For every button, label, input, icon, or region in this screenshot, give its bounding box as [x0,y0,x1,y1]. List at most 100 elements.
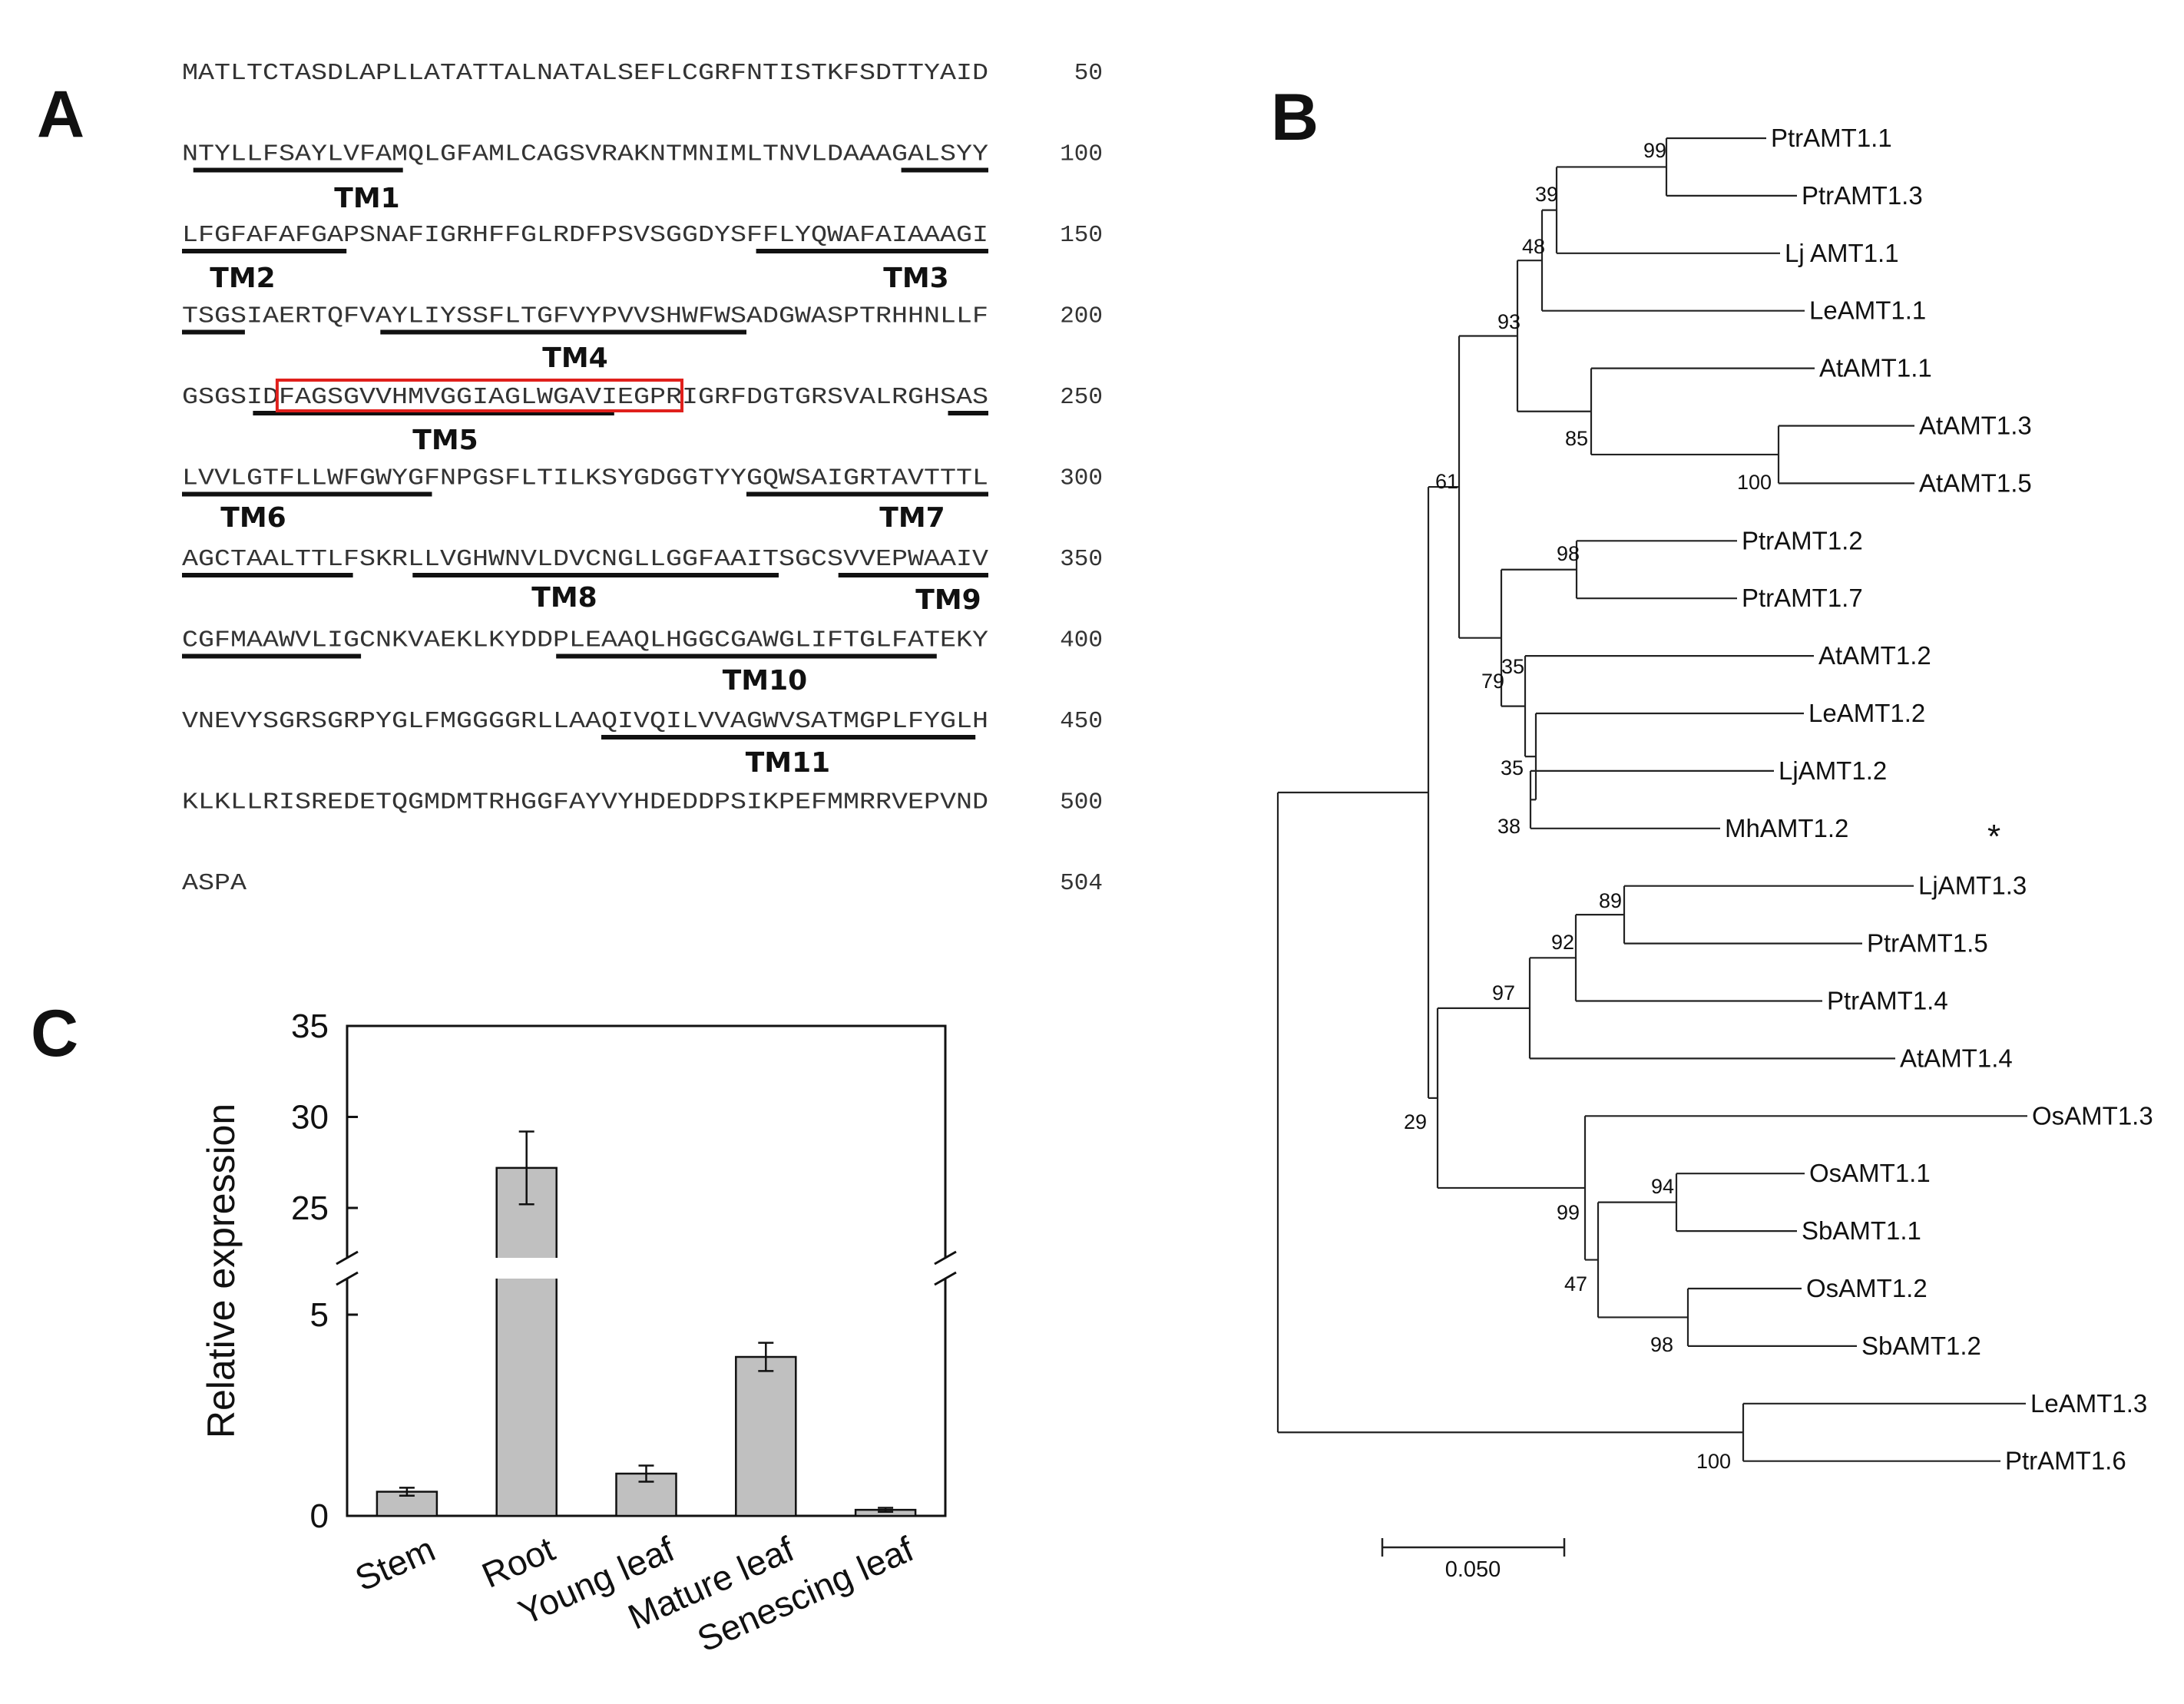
sequence-row: GSGSIDFAGSGVVHMVGGIAGLWGAVIEGPRIGRFDGTGR… [182,384,988,411]
plot-frame [346,1024,947,1517]
bootstrap-value: 89 [1599,889,1622,912]
tm-underline [756,249,988,253]
bar-root [495,1166,558,1517]
axis-break-mark [934,1271,957,1286]
tm-label: TM2 [210,263,275,294]
scale-bar-label: 0.050 [1445,1557,1501,1582]
sequence-position: 50 [1074,60,1103,87]
tree-leaf-label: AtAMT1.2 [1818,641,1931,670]
tm-underline [182,491,432,497]
sequence-panel: MATLTCTASDLAPLLATATTALNATALSEFLCGRFNTIST… [182,60,1103,897]
tm-underline [182,653,362,659]
tm-label: TM1 [334,183,399,214]
tree-leaf-label: LeAMT1.1 [1809,296,1926,325]
tm-label: TM5 [412,425,478,456]
tree-leaf-label: PtrAMT1.2 [1742,526,1863,554]
tm-underline [182,249,347,253]
tree-leaf-label: AtAMT1.3 [1919,412,2032,440]
tree-leaf-label: AtAMT1.1 [1819,354,1932,382]
tm-label: TM6 [220,502,286,534]
bootstrap-value: 35 [1501,655,1524,678]
bootstrap-value: 29 [1404,1110,1427,1133]
panel-label-b: B [1271,81,1319,154]
sequence-row: MATLTCTASDLAPLLATATTALNATALSEFLCGRFNTIST… [182,60,988,87]
sequence-position: 400 [1060,627,1103,654]
tm-label: TM9 [915,584,981,616]
sequence-row: AGCTAALTTLFSKRLLVGHWNVLDVCNGLLGGFAAITSGC… [182,546,988,573]
y-tick-label: 25 [291,1189,329,1227]
sequence-row: NTYLLFSAYLVFAMQLGFAMLCAGSVRAKNTMNIMLTNVL… [182,141,988,168]
sequence-position: 150 [1060,222,1103,249]
tree-leaf-label: OsAMT1.1 [1809,1159,1931,1187]
y-tick-label: 0 [310,1497,329,1535]
tree-leaf-label: Lj AMT1.1 [1785,239,1899,267]
tree-leaf-label: PtrAMT1.6 [2005,1447,2126,1475]
y-axis-label: Relative expression [200,1103,243,1438]
sequence-position: 200 [1060,303,1103,330]
tree-leaf-label: PtrAMT1.3 [1802,181,1923,210]
tm-underline [253,411,614,415]
bootstrap-value: 61 [1435,470,1458,493]
tm-underline [838,573,988,577]
tm-underline [948,411,988,415]
tm-label: TM10 [723,665,807,696]
sequence-row: LVVLGTFLLWFGWYGFNPGSFLTILKSYGDGGTYYGQWSA… [182,465,988,492]
tm-underline [182,573,353,577]
bootstrap-value: 93 [1497,310,1521,333]
tm-label: TM7 [879,502,945,534]
axis-break-mark [934,1250,957,1266]
axis-break-gap [939,1258,951,1279]
tree-leaf-label: SbAMT1.2 [1861,1332,1981,1360]
bootstrap-value: 38 [1497,815,1521,838]
tree-leaf-label: PtrAMT1.7 [1742,584,1863,612]
tree-leaf-label: OsAMT1.3 [2032,1101,2153,1130]
sequence-row: CGFMAAWVLIGCNKVAEKLKYDDPLEAAQLHGGCGAWGLI… [182,627,988,654]
tree-leaf-label: MhAMT1.2 [1725,814,1848,842]
bootstrap-value: 99 [1557,1201,1580,1224]
bootstrap-value: 47 [1564,1272,1587,1295]
tree-leaf-label: LeAMT1.3 [2030,1389,2147,1418]
bar-break-gap [494,1258,559,1279]
y-tick-label: 30 [291,1099,329,1137]
tree-leaf-label: PtrAMT1.1 [1771,124,1892,152]
tm-underline [556,653,937,659]
tm-label: TM3 [883,263,948,294]
sequence-row: LFGFAFAFGAPSNAFIGRHFFGLRDFPSVSGGDYSFFLYQ… [182,222,988,249]
bootstrap-value: 98 [1557,542,1580,565]
bootstrap-value: 79 [1481,670,1504,693]
y-tick-label: 35 [291,1008,329,1045]
tm-underline [901,167,988,173]
sequence-position: 504 [1060,870,1103,897]
sequence-position: 100 [1060,141,1103,168]
tree-leaf-label: PtrAMT1.4 [1827,987,1948,1015]
sequence-position: 300 [1060,465,1103,492]
bootstrap-value: 48 [1522,235,1545,258]
sequence-position: 500 [1060,789,1103,816]
tree-leaf-label: LjAMT1.2 [1779,756,1887,785]
tm-underline [380,329,746,335]
bootstrap-value: 97 [1492,981,1515,1004]
tm-label: TM11 [746,747,830,779]
tm-underline [601,735,976,740]
sequence-row: KLKLLRISREDETQGMDMTRHGGFAYVYHDEDDPSIKPEF… [182,789,988,816]
tree-leaf-label: LeAMT1.2 [1808,699,1925,727]
tree-leaf-label: PtrAMT1.5 [1867,929,1988,958]
bootstrap-value: 94 [1651,1175,1674,1198]
tree-leaf-label: SbAMT1.1 [1802,1216,1921,1245]
highlight-marker: * [1987,818,2000,855]
panel-label-a: A [37,78,84,151]
tm-label: TM8 [531,582,597,614]
sequence-position: 350 [1060,546,1103,573]
signature-highlight-box [275,379,683,412]
tree-leaf-label: AtAMT1.4 [1900,1044,2013,1072]
sequence-row: VNEVYSGRSGRPYGLFMGGGGRLLAAQIVQILVVAGWVSA… [182,708,988,735]
axis-break-mark [336,1271,359,1286]
bootstrap-value: 85 [1565,427,1588,450]
sequence-row: ASPA [182,870,247,897]
tm-underline [746,491,988,497]
bootstrap-value: 100 [1696,1450,1731,1473]
sequence-position: 450 [1060,708,1103,735]
phylogenetic-tree: PtrAMT1.1 PtrAMT1.3 Lj AMT1.1 LeAMT1.1 AtAMT… [1276,124,2153,1582]
